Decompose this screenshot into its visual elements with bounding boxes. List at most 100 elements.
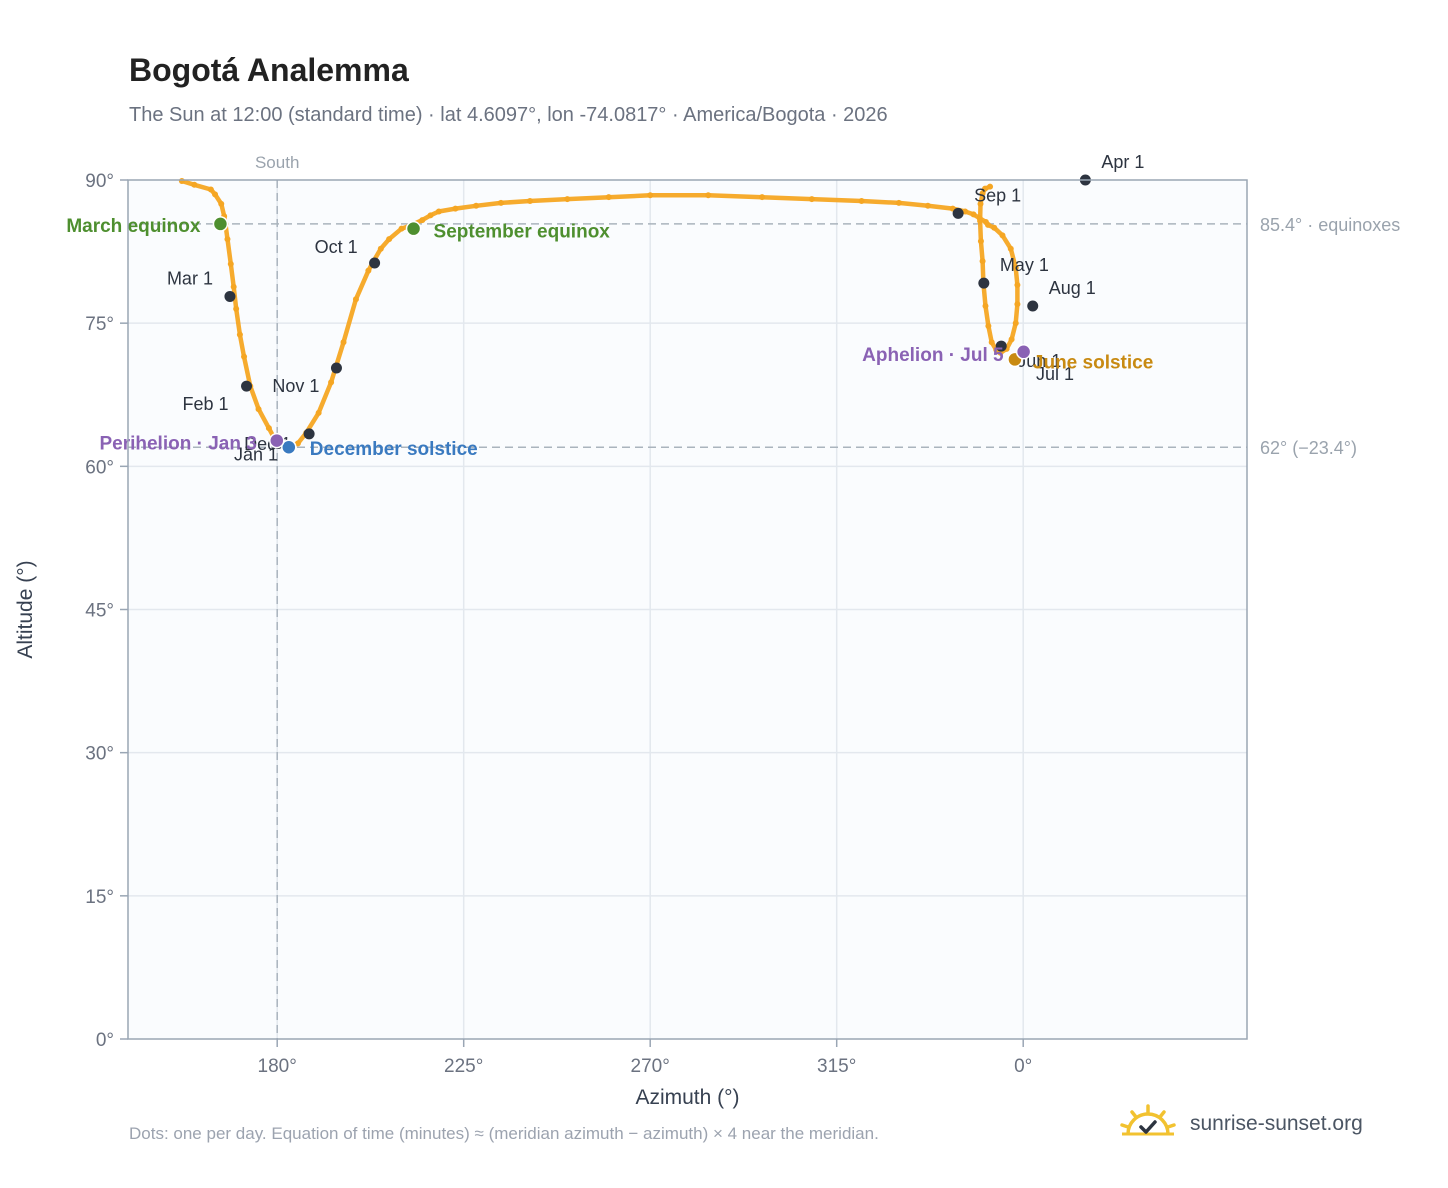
daily-dot: [328, 379, 335, 386]
month-marker: [241, 380, 253, 392]
event-marker: [269, 432, 285, 449]
x-tick-label: 270°: [631, 1056, 670, 1077]
y-tick-label: 45°: [85, 601, 114, 622]
daily-dot: [759, 194, 766, 201]
month-label: Sep 1: [974, 185, 1021, 205]
y-tick-label: 30°: [85, 744, 114, 765]
event-label: December solstice: [310, 439, 478, 460]
daily-dot: [962, 208, 969, 215]
daily-dot: [895, 199, 902, 206]
daily-dot: [1014, 301, 1021, 308]
daily-dot: [452, 205, 459, 212]
month-label: Apr 1: [1101, 152, 1144, 172]
daily-dot: [265, 425, 272, 432]
daily-dot: [985, 323, 992, 330]
daily-dot: [498, 199, 504, 206]
chart-title: Bogotá Analemma: [129, 52, 409, 88]
x-tick-label: 225°: [444, 1056, 483, 1077]
daily-dot: [564, 196, 571, 203]
event-marker: [405, 220, 422, 237]
daily-dot: [241, 353, 248, 360]
south-label: South: [255, 153, 299, 172]
x-tick-label: 0°: [1014, 1056, 1032, 1077]
daily-dot: [979, 190, 986, 197]
daily-dot: [386, 236, 393, 243]
analemma-series: [178, 177, 1021, 451]
chart-subtitle: The Sun at 12:00 (standard time) · lat 4…: [129, 104, 888, 126]
daily-dot: [398, 225, 405, 232]
month-marker: [978, 277, 990, 289]
daily-dot: [473, 202, 480, 209]
daily-dot: [858, 197, 865, 204]
daily-dot: [1014, 281, 1021, 288]
month-marker: [330, 362, 342, 374]
daily-dot: [294, 440, 301, 447]
y-tick-label: 15°: [85, 887, 114, 908]
daily-dot: [315, 409, 322, 416]
daily-dot: [236, 331, 243, 338]
daily-dot: [988, 339, 995, 346]
event-marker: [281, 439, 297, 455]
daily-dot: [218, 200, 225, 207]
x-tick-label: 315°: [817, 1056, 856, 1077]
daily-dot: [970, 211, 977, 218]
month-marker: [1027, 300, 1039, 312]
daily-dot: [647, 192, 654, 199]
daily-dot: [178, 177, 185, 184]
month-label: Oct 1: [315, 237, 358, 257]
analemma-path: [179, 178, 989, 450]
daily-dot: [924, 202, 931, 209]
daily-dot: [982, 185, 989, 192]
reference-lines: South 85.4° · equinoxes 62° (−23.4°): [128, 153, 1400, 1039]
month-marker: [303, 428, 315, 440]
sun-logo-icon: [1120, 1104, 1176, 1136]
daily-dot: [427, 212, 434, 219]
daily-dot: [365, 267, 372, 274]
axes: 0° 15° 30° 45° 60° 75° 90° 180° 225° 270° 315° 0° Az…: [14, 171, 1032, 1109]
month-marker: [369, 257, 381, 269]
daily-dot: [605, 194, 612, 201]
daily-dot: [987, 183, 994, 190]
x-axis-label: Azimuth (°): [635, 1086, 739, 1109]
daily-dot: [207, 186, 214, 193]
brand-text[interactable]: sunrise-sunset.org: [1190, 1112, 1363, 1135]
daily-dot: [340, 339, 347, 346]
y-axis-label: Altitude (°): [14, 560, 37, 658]
event-label: Aphelion · Jul 5: [862, 345, 1004, 366]
month-marker: [995, 340, 1007, 352]
daily-dot: [191, 181, 198, 188]
daily-dot: [808, 196, 815, 203]
month-label: Mar 1: [167, 268, 213, 288]
y-tick-label: 75°: [85, 314, 114, 335]
month-marker: [224, 290, 236, 302]
daily-dot: [979, 258, 986, 265]
daily-dot: [982, 302, 989, 309]
daily-dot: [977, 218, 984, 225]
daily-dot: [212, 191, 219, 198]
plot-frame: [127, 179, 1248, 1040]
daily-dot: [977, 200, 984, 207]
daily-dot: [224, 236, 231, 243]
x-tick-label: 180°: [258, 1056, 297, 1077]
month-label: May 1: [1000, 255, 1049, 275]
month-label: Jul 1: [1036, 364, 1074, 384]
daily-dot: [377, 245, 384, 252]
daily-dot: [984, 221, 991, 228]
daily-dot: [1012, 264, 1019, 271]
month-marker: [952, 207, 964, 219]
daily-dot: [991, 224, 998, 231]
month-label: Feb 1: [182, 394, 228, 414]
event-label: Perihelion · Jan 3: [99, 434, 256, 455]
altitude-reference-label: 62° (−23.4°): [1260, 438, 1357, 458]
daily-dot: [233, 305, 240, 312]
brand[interactable]: sunrise-sunset.org: [1120, 1102, 1363, 1146]
month-label: Nov 1: [272, 376, 319, 396]
daily-dot: [255, 406, 262, 413]
event-label: March equinox: [66, 216, 201, 237]
daily-dot: [977, 238, 984, 245]
event-markers: March equinox September equinox December s…: [66, 216, 1153, 460]
daily-dot: [435, 208, 442, 215]
month-label: Aug 1: [1049, 278, 1096, 298]
event-label: September equinox: [434, 222, 611, 243]
